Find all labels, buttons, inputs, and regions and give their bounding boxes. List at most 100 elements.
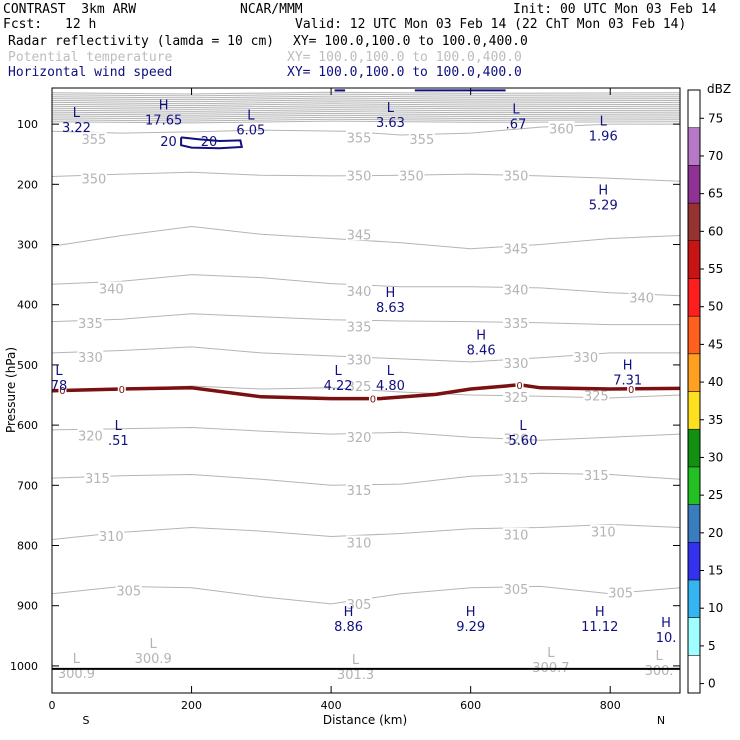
theta-label: 310 xyxy=(347,537,372,552)
theta-contour-345 xyxy=(52,225,680,250)
x-tick-label: 600 xyxy=(460,699,481,712)
extremum-value: .51 xyxy=(108,434,129,449)
theta-label-bg xyxy=(77,428,104,442)
theta-label-bg xyxy=(346,319,373,333)
theta-label: 310 xyxy=(99,530,124,545)
upper-theta-line xyxy=(52,101,680,105)
field1-name: Radar reflectivity (lamda = 10 cm) xyxy=(8,34,275,49)
extremum-value: 11.12 xyxy=(581,620,618,635)
colorbar-frame xyxy=(687,89,701,694)
theta-label-bg xyxy=(503,431,530,445)
theta-label: 325 xyxy=(347,380,372,395)
extremum-kind: L xyxy=(55,364,63,379)
extremum-kind: L xyxy=(387,101,395,116)
upper-theta-line xyxy=(52,93,680,97)
colorbar-swatch xyxy=(687,391,701,430)
theta-label-bg xyxy=(398,168,425,182)
theta-label: 310 xyxy=(591,526,616,541)
theta-label-bg xyxy=(572,350,599,364)
extremum-kind: L xyxy=(352,653,360,668)
valid-time: Valid: 12 UTC Mon 03 Feb 14 (22 ChT Mon … xyxy=(295,17,687,32)
theta-label: 335 xyxy=(347,320,372,335)
theta-label: 320 xyxy=(78,429,103,444)
theta-contour-310 xyxy=(52,523,680,540)
extremum-value: 4.22 xyxy=(324,379,353,394)
theta-label: 350 xyxy=(347,169,372,184)
colorbar-unit: dBZ xyxy=(707,82,731,96)
theta-label: 340 xyxy=(99,282,124,297)
zero-label: 0 xyxy=(59,386,65,397)
zero-label: 0 xyxy=(516,381,522,392)
extremum-value: 9.29 xyxy=(456,620,485,635)
theta-label: 345 xyxy=(504,243,529,258)
upper-theta-line xyxy=(52,103,680,107)
model-title: CONTRAST 3km ARW xyxy=(3,2,137,17)
theta-label-bg xyxy=(503,581,530,595)
colorbar-swatch xyxy=(687,202,701,241)
extremum-kind: L xyxy=(334,364,342,379)
extremum-value: 5.60 xyxy=(509,434,538,449)
upper-theta-line xyxy=(52,95,680,99)
theta-label: 320 xyxy=(504,432,529,447)
colorbar-label: 10 xyxy=(708,601,723,615)
theta-label: 330 xyxy=(504,357,529,372)
theta-label-bg xyxy=(346,168,373,182)
theta-label-bg xyxy=(607,585,634,599)
colorbar-label: 35 xyxy=(708,413,723,427)
y-tick-label: 700 xyxy=(17,479,38,492)
theta-label: 345 xyxy=(347,228,372,243)
extremum-value: 3.22 xyxy=(62,121,91,136)
zero-label: 0 xyxy=(119,385,125,396)
y-tick-label: 900 xyxy=(17,600,38,613)
theta-label-bg xyxy=(80,171,107,185)
zero-label: 0 xyxy=(370,395,376,406)
theta-label: 310 xyxy=(504,529,529,544)
theta-label: 355 xyxy=(347,131,372,146)
extremum-kind: H xyxy=(476,329,486,344)
colorbar-swatch xyxy=(687,617,701,656)
x-tick-label: 200 xyxy=(181,699,202,712)
theta-label: 305 xyxy=(608,586,633,601)
wind-label: 20 xyxy=(201,135,218,150)
extremum-value: 5.29 xyxy=(589,199,618,214)
colorbar-swatch xyxy=(687,165,701,204)
extremum-value: 10. xyxy=(656,631,677,646)
colorbar-label: 50 xyxy=(708,300,723,314)
extremum-kind: H xyxy=(661,616,671,631)
zero-label-bg xyxy=(627,383,636,394)
extremum-kind: L xyxy=(519,419,527,434)
theta-label-bg xyxy=(503,315,530,329)
colorbar-swatch xyxy=(687,89,701,128)
theta-label-bg xyxy=(503,356,530,370)
x-tick-label: 400 xyxy=(321,699,342,712)
upper-theta-line xyxy=(52,107,680,110)
theta-label: 325 xyxy=(504,391,529,406)
theta-label-bg xyxy=(77,350,104,364)
extremum-value: 300.9 xyxy=(58,667,95,682)
theta-label: 340 xyxy=(347,285,372,300)
y-tick-label: 600 xyxy=(17,419,38,432)
extremum-value: 300.9 xyxy=(135,652,172,667)
colorbar-swatch xyxy=(687,655,701,694)
upper-theta-line xyxy=(52,112,680,116)
theta-label-bg xyxy=(503,471,530,485)
colorbar: 0 5 10 15 20 25 30 35 40 45 50 55 60 65 70 75 xyxy=(687,89,723,694)
theta-label: 340 xyxy=(504,284,529,299)
colorbar-swatch xyxy=(687,428,701,468)
plot-frame xyxy=(51,87,681,694)
theta-label-bg xyxy=(628,290,655,304)
theta-label-bg xyxy=(346,483,373,497)
colorbar-swatch xyxy=(687,353,701,392)
extremum-value: 3.63 xyxy=(376,116,405,131)
theta-label: 305 xyxy=(504,583,529,598)
field3-name: Horizontal wind speed xyxy=(8,65,173,80)
extremum-value: 8.46 xyxy=(467,344,496,359)
colorbar-label: 40 xyxy=(708,375,723,389)
theta-label: 335 xyxy=(504,317,529,332)
field2-xy: XY= 100.0,100.0 to 100.0,400.0 xyxy=(287,50,522,65)
extremum-kind: L xyxy=(600,114,608,129)
colorbar-label: 25 xyxy=(708,488,723,502)
theta-label: 340 xyxy=(629,291,654,306)
extremum-value: 301.3 xyxy=(337,668,374,683)
